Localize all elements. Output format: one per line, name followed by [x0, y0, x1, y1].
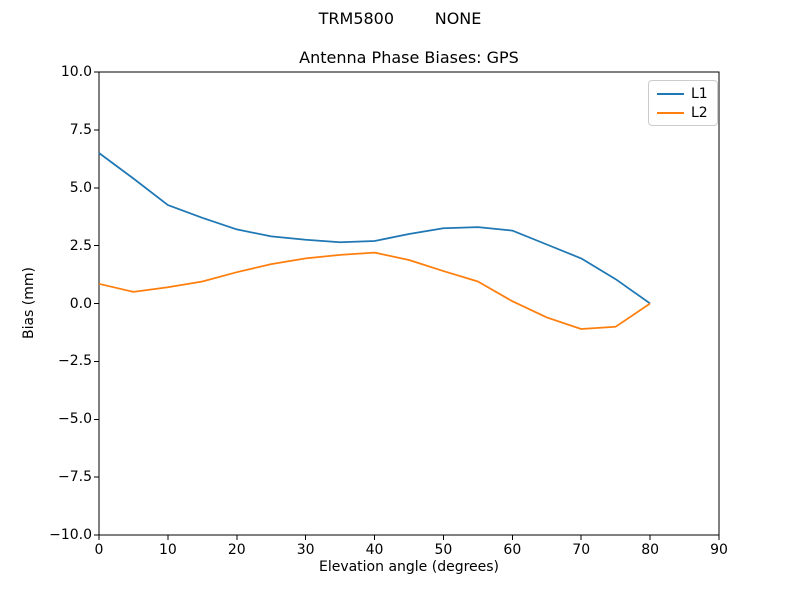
legend-entry-l1: L1 — [657, 84, 708, 103]
chart-title: Antenna Phase Biases: GPS — [299, 48, 519, 67]
y-tick-label: −2.5 — [58, 353, 92, 370]
legend-entry-l2: L2 — [657, 103, 708, 122]
series-line-l1 — [98, 152, 651, 305]
l2-line-swatch — [657, 111, 684, 114]
figure-suptitle: TRM5800 NONE — [318, 9, 482, 28]
y-axis-label: Bias (mm) — [21, 266, 37, 340]
y-tick-label: 7.5 — [69, 121, 92, 138]
y-tick-label: 5.0 — [69, 179, 92, 196]
x-tick-label: 0 — [94, 542, 104, 558]
y-tick-label: 10.0 — [60, 64, 92, 80]
y-tick-label: −5.0 — [58, 411, 92, 428]
x-tick-label: 10 — [158, 542, 177, 558]
x-tick-label: 60 — [503, 542, 522, 558]
legend: L1 L2 — [648, 80, 718, 126]
y-tick-label: −10.0 — [49, 527, 92, 543]
x-axis-label: Elevation angle (degrees) — [318, 559, 500, 575]
x-tick-label: 90 — [710, 542, 728, 558]
legend-label-l2: L2 — [691, 104, 708, 121]
axes-spines — [98, 71, 720, 536]
x-tick-label: 70 — [572, 542, 591, 558]
x-tick-label: 30 — [296, 542, 315, 558]
y-tick-label: 0.0 — [69, 295, 92, 312]
y-tick-label: −7.5 — [58, 469, 92, 486]
x-tick-label: 50 — [434, 542, 453, 558]
x-tick-label: 80 — [641, 542, 660, 558]
l1-line-swatch — [657, 92, 684, 95]
x-tick-label: 20 — [227, 542, 246, 558]
legend-label-l1: L1 — [691, 85, 708, 102]
y-tick-label: 2.5 — [69, 237, 92, 254]
series-line-l2 — [98, 251, 651, 330]
x-tick-label: 40 — [365, 542, 384, 558]
